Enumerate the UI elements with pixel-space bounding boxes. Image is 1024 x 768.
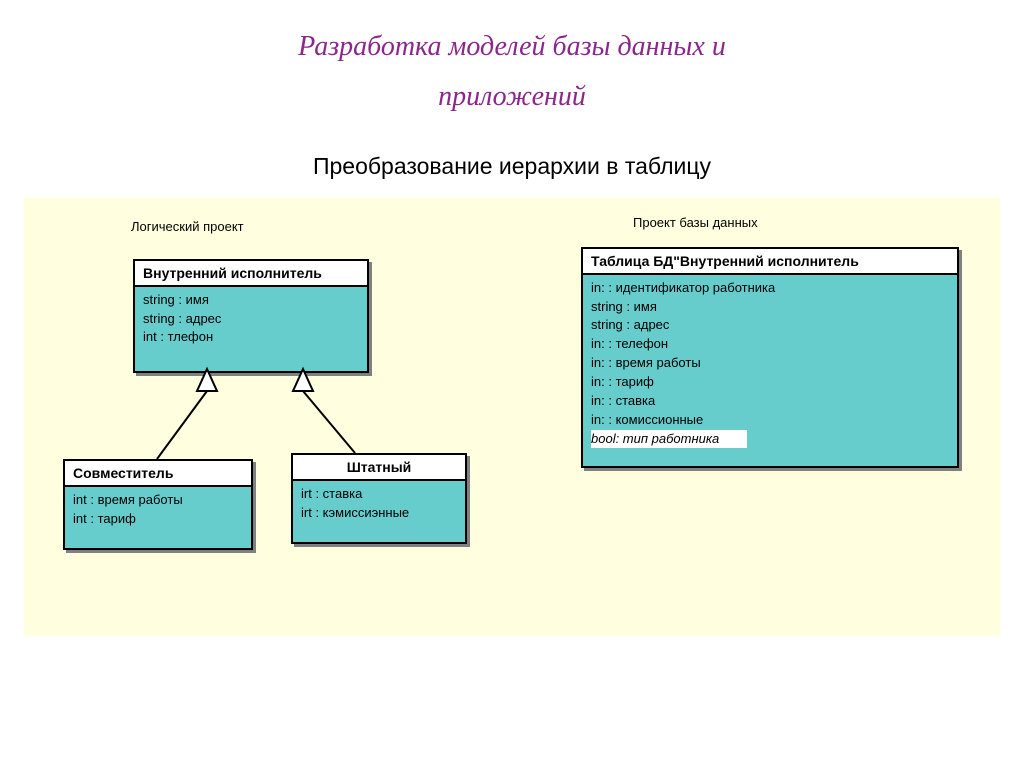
uml-db-table-body: in: : идентификатор работника string : и… xyxy=(583,275,957,467)
uml-attr: irt : кэмиссиэнные xyxy=(301,504,457,523)
uml-attr: int : время работы xyxy=(73,491,243,510)
page-title: Разработка моделей базы данных и приложе… xyxy=(0,0,1024,123)
uml-db-table: Таблица БД"Внутренний исполнитель in: : … xyxy=(581,247,959,469)
uml-class-parent-title: Внутренний исполнитель xyxy=(135,261,367,287)
uml-attr: string : имя xyxy=(591,298,949,317)
uml-class-child-left: Совместитель int : время работы int : та… xyxy=(63,459,253,551)
title-line-2: приложений xyxy=(438,81,586,112)
uml-attr: irt : ставка xyxy=(301,485,457,504)
uml-class-child-right-body: irt : ставка irt : кэмиссиэнные xyxy=(293,481,465,543)
page-subtitle: Преобразование иерархии в таблицу xyxy=(0,153,1024,180)
uml-db-table-title: Таблица БД"Внутренний исполнитель xyxy=(583,249,957,275)
uml-attr: int : тариф xyxy=(73,510,243,529)
uml-class-child-left-body: int : время работы int : тариф xyxy=(65,487,251,549)
uml-attr: int : тлефон xyxy=(143,328,359,347)
uml-attr: string : адрес xyxy=(591,316,949,335)
uml-attr: string : имя xyxy=(143,291,359,310)
uml-attr: in: : ставка xyxy=(591,392,949,411)
uml-attr: in: : телефон xyxy=(591,335,949,354)
uml-attr: string : адрес xyxy=(143,310,359,329)
title-line-1: Разработка моделей базы данных и xyxy=(298,31,726,62)
uml-class-child-right: Штатный irt : ставка irt : кэмиссиэнные xyxy=(291,453,467,545)
uml-attr-italic: bool: тип работника xyxy=(591,430,949,449)
uml-attr: in: : комиссионные xyxy=(591,411,949,430)
uml-attr: in: : идентификатор работника xyxy=(591,279,949,298)
diagram-canvas: Логический проект Проект базы данных Вну… xyxy=(24,198,1000,636)
section-label-left: Логический проект xyxy=(131,219,244,234)
uml-class-child-left-title: Совместитель xyxy=(65,461,251,487)
uml-class-parent: Внутренний исполнитель string : имя stri… xyxy=(133,259,369,374)
uml-class-child-right-title: Штатный xyxy=(293,455,465,481)
uml-class-parent-body: string : имя string : адрес int : тлефон xyxy=(135,287,367,372)
uml-attr: in: : тариф xyxy=(591,373,949,392)
section-label-right: Проект базы данных xyxy=(633,215,758,230)
uml-attr: in: : время работы xyxy=(591,354,949,373)
